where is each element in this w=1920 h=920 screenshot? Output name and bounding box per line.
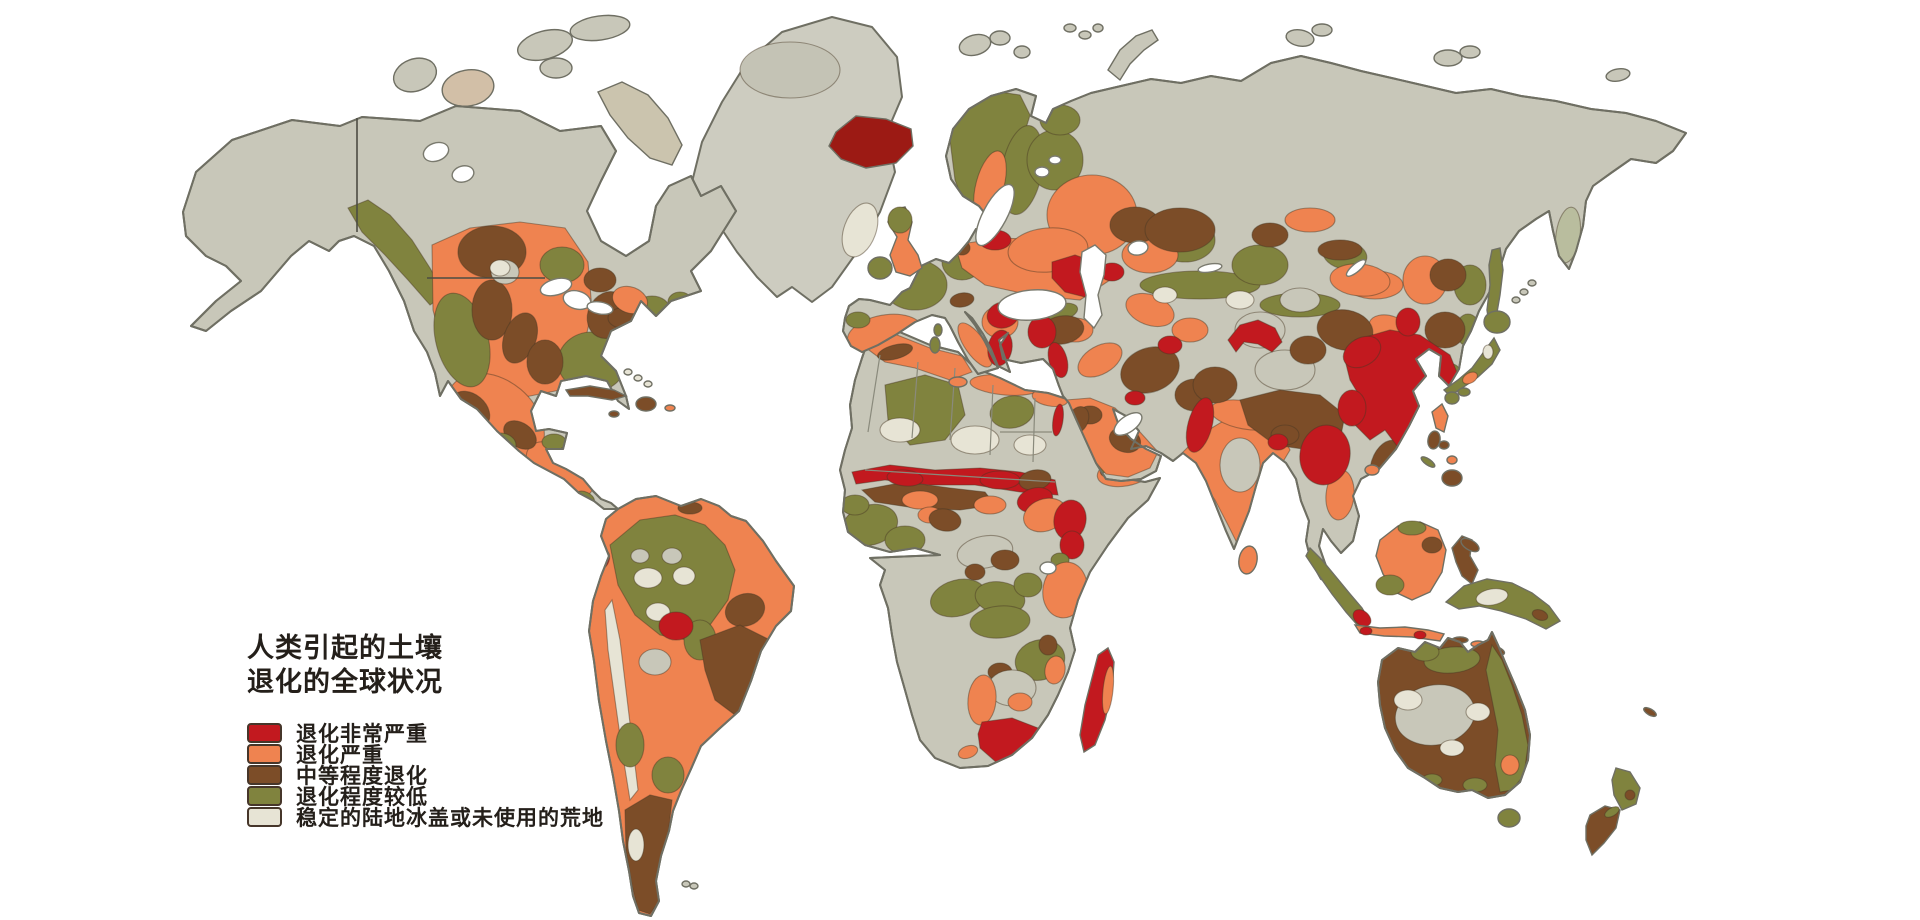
legend-label-very-severe: 退化非常严重 — [296, 721, 428, 746]
australia-degradation-patches — [1393, 642, 1529, 793]
madagascar — [1079, 646, 1115, 754]
south-asia-islands — [1238, 430, 1441, 575]
legend-swatch-very-severe — [247, 722, 282, 743]
continent-north-america — [182, 105, 737, 510]
legend-item-severe: 退化严重 — [247, 743, 604, 767]
lake-victoria — [1039, 561, 1057, 575]
caribbean-islands — [564, 368, 676, 418]
legend-items: 退化非常严重 退化严重 中等程度退化 退化程度较低 稳定的陆地冰盖或未使用的荒地 — [247, 722, 604, 830]
legend-item-moderate: 中等程度退化 — [247, 764, 604, 788]
legend-item-low: 退化程度较低 — [247, 785, 604, 809]
tasmania — [1497, 808, 1521, 828]
iceland — [828, 115, 914, 169]
map-legend: 人类引起的土壤 退化的全球状况 退化非常严重 退化严重 中等程度退化 退化程度较… — [247, 632, 604, 830]
legend-item-very-severe: 退化非常严重 — [247, 722, 604, 746]
japan-and-sakhalin — [1442, 247, 1537, 405]
legend-item-stable-wasteland: 稳定的陆地冰盖或未使用的荒地 — [247, 806, 604, 830]
na-lakes — [422, 141, 614, 316]
mediterranean-islands — [929, 323, 968, 388]
philippines — [1420, 402, 1463, 487]
na-borders — [356, 118, 545, 279]
legend-swatch-severe — [247, 743, 282, 764]
greenland — [691, 16, 903, 303]
legend-label-moderate: 中等程度退化 — [296, 763, 428, 788]
indonesia — [1305, 520, 1506, 656]
legend-label-low: 退化程度较低 — [296, 784, 428, 809]
map-title: 人类引起的土壤 退化的全球状况 — [247, 632, 604, 700]
british-isles — [867, 206, 923, 280]
continent-australia — [1377, 631, 1531, 799]
map-title-line-1: 人类引起的土壤 — [247, 633, 443, 664]
continent-africa — [839, 329, 1161, 769]
arctic-islands — [392, 14, 1631, 181]
legend-swatch-low — [247, 785, 282, 806]
legend-label-stable-wasteland: 稳定的陆地冰盖或未使用的荒地 — [296, 805, 604, 830]
legend-label-severe: 退化严重 — [296, 742, 384, 767]
legend-swatch-moderate — [247, 764, 282, 785]
map-title-line-2: 退化的全球状况 — [247, 667, 443, 698]
sa-degradation-patches — [597, 501, 776, 915]
new-guinea — [1444, 578, 1562, 630]
legend-swatch-stable-wasteland — [247, 806, 282, 827]
eurasia-lakes — [975, 155, 1367, 436]
africa-country-borders — [864, 354, 1056, 483]
continent-south-america — [588, 495, 795, 917]
new-zealand — [1585, 706, 1657, 857]
